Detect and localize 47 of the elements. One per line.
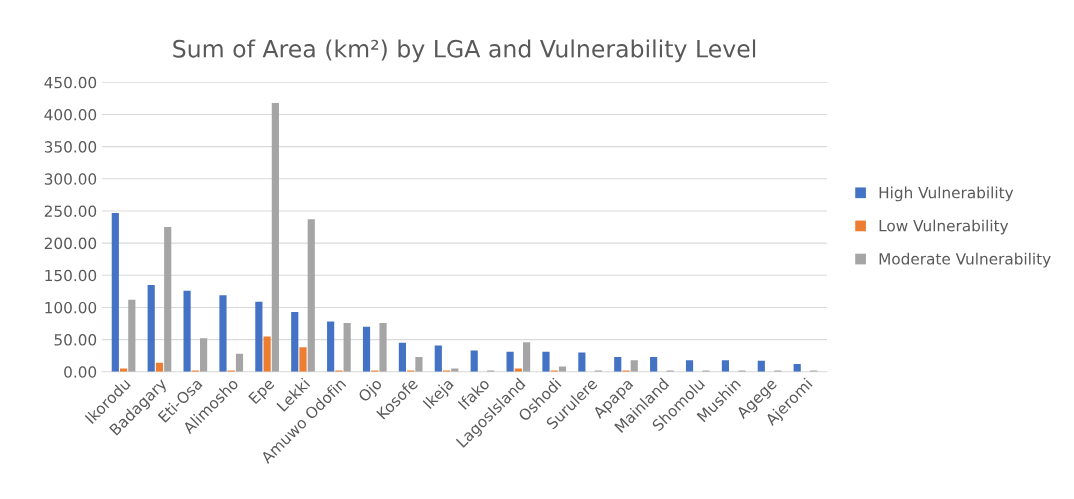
- bar: [630, 360, 638, 372]
- bar: [542, 351, 550, 372]
- bar: [685, 360, 694, 372]
- bar: [299, 347, 307, 372]
- bar: [219, 295, 227, 372]
- bar: [650, 356, 658, 372]
- bar: [343, 322, 351, 372]
- bar: [111, 212, 119, 372]
- bar: [291, 311, 299, 372]
- y-tick-label: 0.00: [64, 366, 97, 378]
- bar: [523, 342, 531, 372]
- bar: [147, 284, 155, 372]
- y-tick-label: 350.00: [44, 141, 97, 153]
- bar: [327, 321, 335, 372]
- y-tick-label: 450.00: [44, 76, 97, 89]
- legend-label: Moderate Vulnerability: [879, 252, 1051, 268]
- bar: [757, 360, 765, 372]
- bar: [415, 356, 423, 372]
- bar: [578, 352, 586, 372]
- bar: [307, 219, 315, 372]
- bar: [721, 360, 729, 372]
- bar: [255, 301, 263, 372]
- bar: [183, 290, 191, 372]
- y-tick-label: 300.00: [44, 173, 97, 185]
- bar: [379, 322, 387, 372]
- bar: [263, 336, 271, 372]
- bar: [398, 342, 407, 372]
- bar: [200, 338, 208, 372]
- bar: [271, 102, 279, 372]
- chart-title: Sum of Area (km²) by LGA and Vulnerability Level: [173, 39, 756, 63]
- legend-label: High Vulnerability: [879, 186, 1014, 202]
- bar: [128, 299, 136, 372]
- bar: [614, 356, 622, 372]
- bar: [164, 227, 172, 372]
- y-tick-label: 200.00: [44, 237, 97, 250]
- y-tick-label: 50.00: [54, 334, 97, 346]
- y-tick-label: 150.00: [45, 269, 97, 282]
- y-tick-label: 100.00: [45, 301, 97, 314]
- bar: [362, 326, 371, 372]
- bar: [470, 350, 478, 372]
- y-tick-label: 250.00: [44, 205, 97, 217]
- x-tick-label: Epe: [248, 377, 277, 407]
- y-tick-label: 400.00: [44, 108, 97, 121]
- bar: [506, 351, 514, 372]
- bar: [235, 353, 244, 372]
- legend-label: Low Vulnerability: [879, 219, 1009, 235]
- bar: [434, 345, 442, 372]
